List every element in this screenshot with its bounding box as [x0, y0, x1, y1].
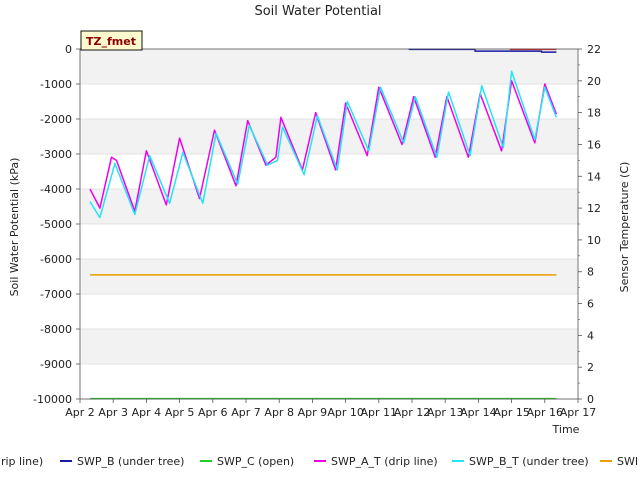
- x-tick-label: Apr 9: [298, 406, 328, 419]
- x-axis-label: Time: [552, 423, 580, 436]
- x-tick-label: Apr 17: [560, 406, 597, 419]
- y2-tick-label: 8: [587, 266, 594, 279]
- background-bands: [80, 49, 578, 364]
- x-tick-label: Apr 5: [165, 406, 195, 419]
- legend-entry: SWP_C (open): [200, 455, 294, 468]
- y2-tick-label: 6: [587, 298, 594, 311]
- legend-label: SWP_B_T (under tree): [469, 455, 589, 468]
- y-tick-label: -2000: [40, 113, 72, 126]
- y-tick-label: -4000: [40, 183, 72, 196]
- y2-tick-label: 16: [587, 138, 601, 151]
- y2-tick-label: 20: [587, 75, 601, 88]
- series-line-swp-b-t-under-tree: [89, 70, 558, 219]
- x-tick-label: Apr 12: [394, 406, 431, 419]
- y-tick-label: -6000: [40, 253, 72, 266]
- y-tick-label: -9000: [40, 358, 72, 371]
- site-badge: TZ_fmet: [80, 30, 143, 51]
- x-tick-label: Apr 6: [198, 406, 228, 419]
- x-tick-label: Apr 2: [65, 406, 95, 419]
- legend-entry: SWP_B (under tree): [60, 455, 184, 468]
- site-badge-label: TZ_fmet: [86, 35, 136, 48]
- x-tick-label: Apr 11: [361, 406, 398, 419]
- x-tick-label: Apr 14: [460, 406, 497, 419]
- legend-label: SWP_B (under tree): [77, 455, 184, 468]
- x-tick-label: Apr 4: [132, 406, 162, 419]
- y2-tick-label: 18: [587, 107, 601, 120]
- legend-entry: drip line): [0, 455, 43, 468]
- y2-tick-label: 4: [587, 329, 594, 342]
- y-tick-label: -5000: [40, 218, 72, 231]
- y-tick-label: 0: [65, 43, 72, 56]
- legend-label: SWP_A_T (drip line): [331, 455, 438, 468]
- x-tick-label: Apr 16: [527, 406, 564, 419]
- y-axis-label: Soil Water Potential (kPa): [8, 158, 21, 297]
- y-tick-label: -1000: [40, 78, 72, 91]
- x-tick-label: Apr 7: [231, 406, 261, 419]
- y-tick-label: -3000: [40, 148, 72, 161]
- legend-entry: SWP_A_T (drip line): [314, 455, 438, 468]
- legend-entry: SWI: [600, 455, 638, 468]
- y2-tick-label: 22: [587, 43, 601, 56]
- y2-tick-label: 14: [587, 170, 601, 183]
- site-badge-box: [80, 30, 143, 51]
- x-tick-label: Apr 10: [327, 406, 364, 419]
- y2-tick-label: 2: [587, 361, 594, 374]
- band: [80, 329, 578, 364]
- band: [80, 259, 578, 294]
- legend-label: drip line): [0, 455, 43, 468]
- chart-title: Soil Water Potential: [254, 4, 381, 19]
- x-tick-label: Apr 15: [493, 406, 530, 419]
- legend-label: SWI: [617, 455, 638, 468]
- x-tick-label: Apr 3: [98, 406, 128, 419]
- y2-tick-label: 0: [587, 393, 594, 406]
- legend-entry: SWP_B_T (under tree): [452, 455, 589, 468]
- y2-tick-label: 12: [587, 202, 601, 215]
- legend-label: SWP_C (open): [217, 455, 294, 468]
- band: [80, 49, 578, 84]
- axes: Apr 2 Apr 3 Apr 4 Apr 5 Apr 6 Apr 7 Apr 8 Apr 9…: [33, 43, 601, 419]
- x-tick-label: Apr 8: [264, 406, 294, 419]
- y2-axis-label: Sensor Temperature (C): [618, 162, 631, 293]
- y-tick-label: -10000: [33, 393, 72, 406]
- y-tick-label: -8000: [40, 323, 72, 336]
- y-tick-label: -7000: [40, 288, 72, 301]
- x-tick-label: Apr 13: [427, 406, 464, 419]
- y2-tick-label: 10: [587, 234, 601, 247]
- band: [80, 189, 578, 224]
- legend: drip line) SWP_B (under tree) SWP_C (open)…: [0, 455, 638, 468]
